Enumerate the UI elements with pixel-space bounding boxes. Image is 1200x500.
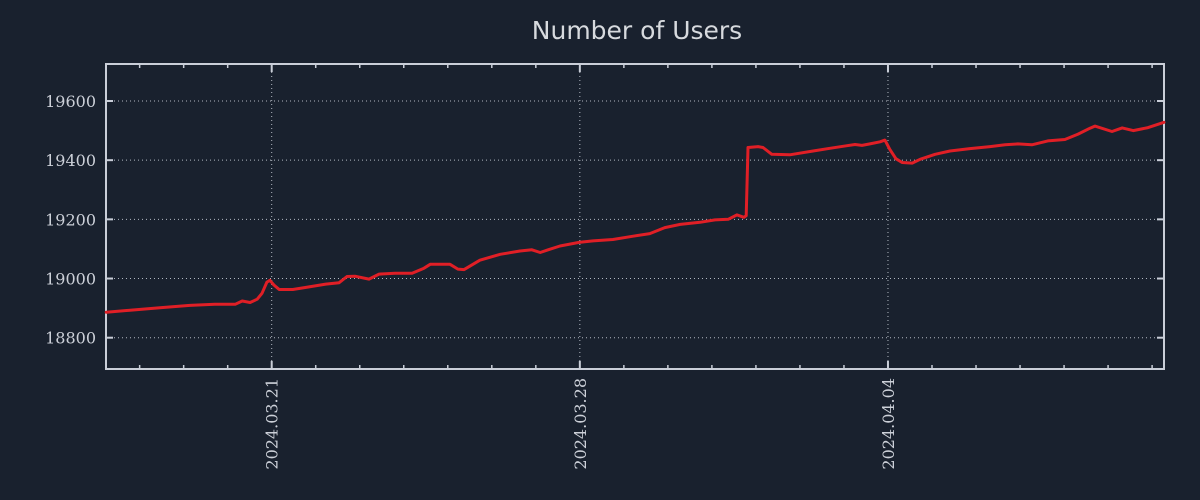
tick-labels: 18800 19000 19200 19400 19600 2024.03.21 2024.… — [45, 92, 898, 470]
y-tick-label: 19000 — [45, 270, 96, 289]
x-tick-label: 2024.03.21 — [263, 378, 282, 470]
plot-frame — [105, 63, 1165, 370]
axes-frame-and-ticks — [105, 63, 1165, 370]
gridlines — [106, 64, 1164, 369]
users-data-line — [104, 120, 1166, 314]
y-tick-label: 19200 — [45, 210, 96, 229]
y-tick-label: 18800 — [45, 329, 96, 348]
y-tick-label: 19400 — [45, 151, 96, 170]
chart-title: Number of Users — [532, 16, 742, 45]
x-tick-label: 2024.04.04 — [879, 378, 898, 470]
data-series — [104, 120, 1166, 314]
y-tick-label: 19600 — [45, 92, 96, 111]
x-tick-label: 2024.03.28 — [571, 378, 590, 470]
